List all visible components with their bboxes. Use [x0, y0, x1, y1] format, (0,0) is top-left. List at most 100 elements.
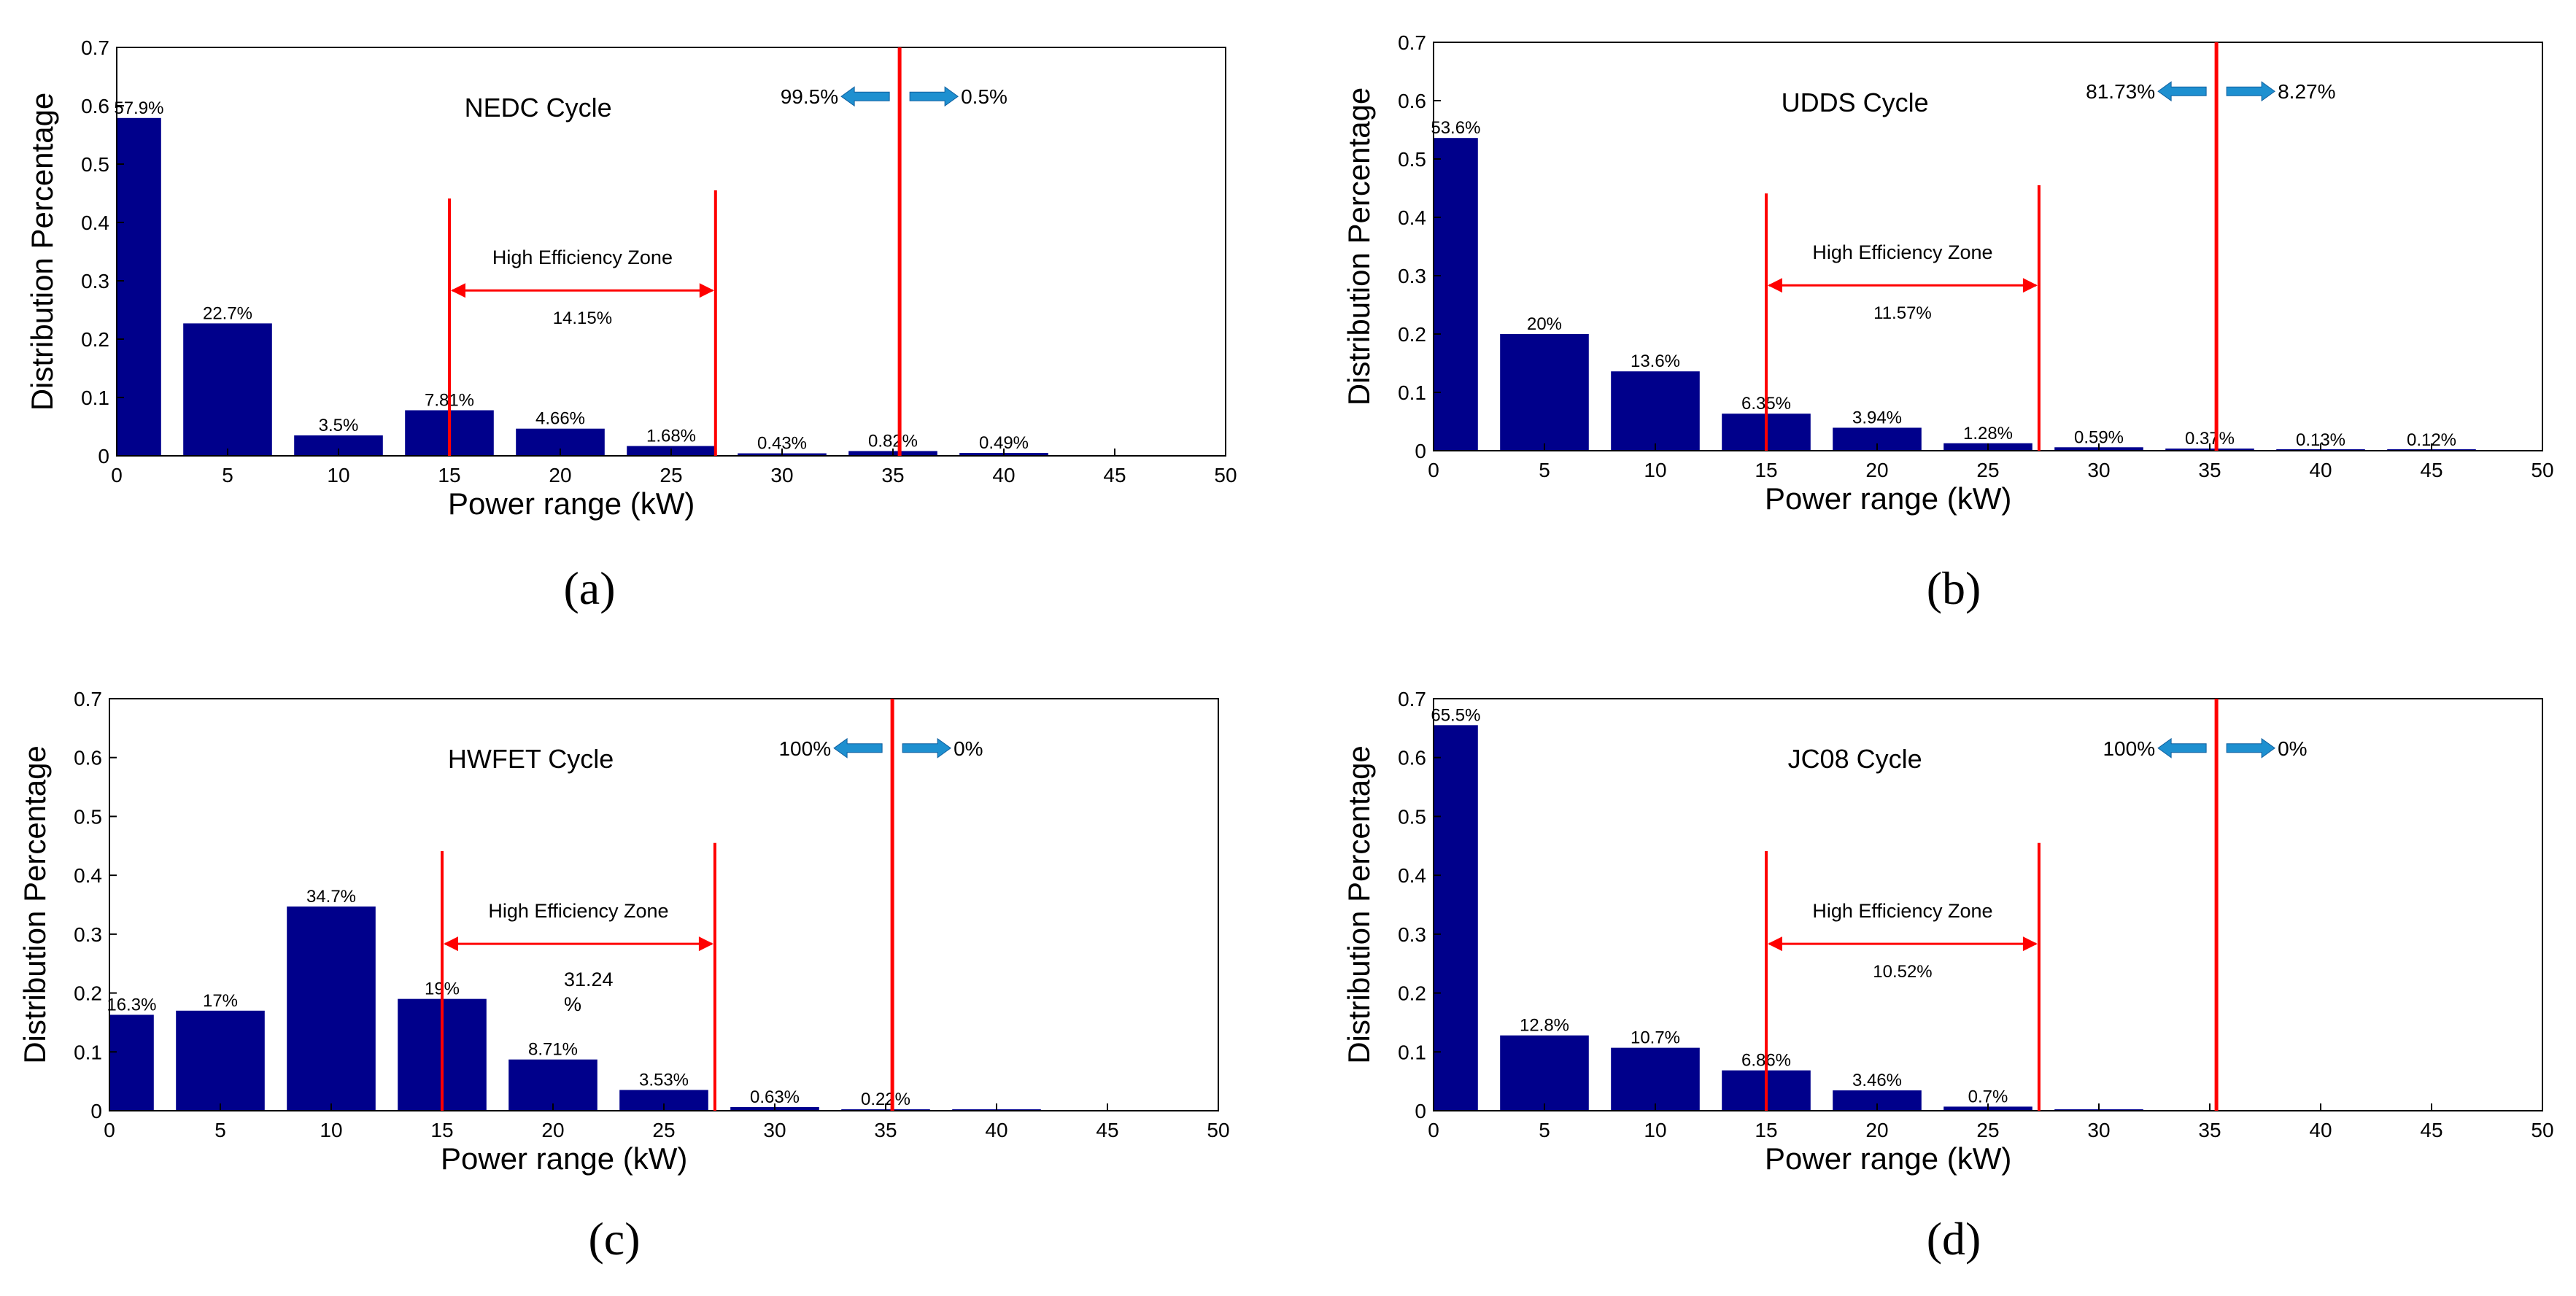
y-tick-label-0.5: 0.5 — [1398, 805, 1426, 828]
x-tick-label-30: 30 — [763, 1119, 786, 1141]
y-tick-label-0.6: 0.6 — [1398, 90, 1426, 112]
chart-title: UDDS Cycle — [1782, 88, 1929, 117]
split-right-percent: 0.5% — [961, 85, 1007, 108]
data-label-25: 1.68% — [646, 427, 696, 446]
x-tick-label-25: 25 — [660, 464, 682, 486]
data-label-10: 10.7% — [1631, 1028, 1680, 1048]
data-label-20: 3.46% — [1852, 1071, 1902, 1090]
y-tick-label-0.7: 0.7 — [74, 688, 102, 710]
data-label-25: 0.7% — [1968, 1087, 2008, 1106]
x-tick-label-10: 10 — [327, 464, 349, 486]
x-axis-label: Power range (kW) — [441, 1141, 687, 1176]
split-arrow-right-icon — [902, 737, 951, 758]
x-tick-label-40: 40 — [2309, 459, 2332, 481]
zone-arrow-right — [699, 283, 714, 298]
x-tick-label-25: 25 — [1976, 1119, 1999, 1141]
y-tick-label-0.1: 0.1 — [1398, 381, 1426, 404]
data-label-20: 8.71% — [528, 1040, 578, 1060]
x-tick-label-35: 35 — [2198, 459, 2221, 481]
x-tick-label-5: 5 — [222, 464, 233, 486]
x-axis-label: Power range (kW) — [1765, 481, 2011, 516]
split-arrow-right-icon — [2226, 737, 2275, 758]
x-tick-label-35: 35 — [874, 1119, 897, 1141]
data-label-0: 53.6% — [1431, 118, 1480, 138]
chart-panel-4: 65.5%12.8%10.7%6.86%3.46%0.7%05101520253… — [1342, 688, 2554, 1176]
data-label-20: 3.94% — [1852, 408, 1902, 427]
x-tick-label-0: 0 — [111, 464, 123, 486]
x-tick-label-40: 40 — [992, 464, 1015, 486]
zone-percent: 10.52% — [1873, 962, 1932, 982]
x-axis-label: Power range (kW) — [1765, 1141, 2011, 1176]
x-tick-label-25: 25 — [652, 1119, 675, 1141]
bar-0 — [117, 117, 161, 457]
y-tick-label-0.4: 0.4 — [1398, 206, 1426, 229]
x-tick-label-30: 30 — [770, 464, 793, 486]
data-label-0: 57.9% — [114, 98, 163, 118]
x-tick-label-20: 20 — [1865, 459, 1888, 481]
split-left-percent: 99.5% — [781, 85, 838, 108]
y-tick-label-0.1: 0.1 — [74, 1041, 102, 1063]
x-tick-label-35: 35 — [881, 464, 904, 486]
y-axis-label: Distribution Percentage — [25, 93, 59, 411]
y-tick-label-0.2: 0.2 — [1398, 982, 1426, 1005]
y-tick-label-0.1: 0.1 — [1398, 1041, 1426, 1063]
zone-arrow-right — [2022, 278, 2038, 293]
y-tick-label-0.3: 0.3 — [74, 923, 102, 946]
x-tick-label-45: 45 — [2420, 459, 2442, 481]
y-tick-label-0.7: 0.7 — [1398, 688, 1426, 710]
x-tick-label-35: 35 — [2198, 1119, 2221, 1141]
split-arrow-left-icon — [2157, 81, 2207, 102]
y-tick-label-0.5: 0.5 — [81, 153, 109, 176]
data-label-35: 0.82% — [868, 431, 918, 451]
chart-title: NEDC Cycle — [465, 93, 612, 123]
data-label-25: 1.28% — [1963, 424, 2013, 443]
bar-0 — [109, 1014, 154, 1111]
split-arrow-left-icon — [2157, 737, 2207, 758]
x-tick-label-15: 15 — [1755, 1119, 1777, 1141]
zone-arrow-right — [698, 936, 713, 952]
zone-arrow-left — [444, 936, 458, 952]
x-tick-label-40: 40 — [985, 1119, 1007, 1141]
x-tick-label-50: 50 — [1214, 464, 1237, 486]
data-label-5: 20% — [1527, 314, 1562, 334]
caption-b: (b) — [1926, 562, 1981, 614]
split-right-percent: 0% — [2278, 737, 2307, 760]
split-left-percent: 100% — [2103, 737, 2155, 760]
bar-10 — [1611, 1047, 1700, 1111]
split-arrow-left-icon — [840, 86, 890, 107]
y-tick-label-0.3: 0.3 — [1398, 923, 1426, 946]
data-label-20: 4.66% — [535, 409, 585, 429]
zone-percent: 14.15% — [553, 309, 612, 328]
bar-5 — [183, 323, 272, 456]
y-tick-label-0.2: 0.2 — [1398, 323, 1426, 346]
data-label-10: 3.5% — [319, 416, 359, 435]
y-tick-label-0: 0 — [98, 445, 109, 467]
bar-10 — [1611, 371, 1700, 451]
x-tick-label-10: 10 — [1644, 459, 1666, 481]
data-label-5: 17% — [203, 991, 238, 1011]
y-tick-label-0.4: 0.4 — [81, 212, 109, 234]
data-label-5: 22.7% — [203, 303, 252, 323]
x-tick-label-5: 5 — [1539, 1119, 1550, 1141]
x-tick-label-20: 20 — [1865, 1119, 1888, 1141]
x-tick-label-15: 15 — [430, 1119, 453, 1141]
x-tick-label-0: 0 — [1428, 1119, 1439, 1141]
x-axis-label: Power range (kW) — [448, 486, 695, 521]
zone-percent-line-1: 31.24 — [564, 969, 614, 990]
y-tick-label-0.1: 0.1 — [81, 387, 109, 409]
y-tick-label-0.6: 0.6 — [1398, 747, 1426, 769]
x-tick-label-45: 45 — [2420, 1119, 2442, 1141]
x-tick-label-5: 5 — [214, 1119, 226, 1141]
caption-c: (c) — [588, 1213, 641, 1265]
bar-10 — [287, 906, 376, 1111]
split-arrow-right-icon — [909, 86, 959, 107]
zone-label: High Efficiency Zone — [488, 900, 668, 922]
chart-title: HWFET Cycle — [448, 744, 614, 774]
chart-title: JC08 Cycle — [1788, 744, 1922, 774]
y-tick-label-0.7: 0.7 — [81, 36, 109, 59]
y-tick-label-0.7: 0.7 — [1398, 31, 1426, 54]
bar-20 — [508, 1059, 597, 1111]
zone-arrow-left — [1768, 936, 1782, 952]
x-tick-label-45: 45 — [1096, 1119, 1118, 1141]
split-arrow-left-icon — [833, 737, 883, 758]
